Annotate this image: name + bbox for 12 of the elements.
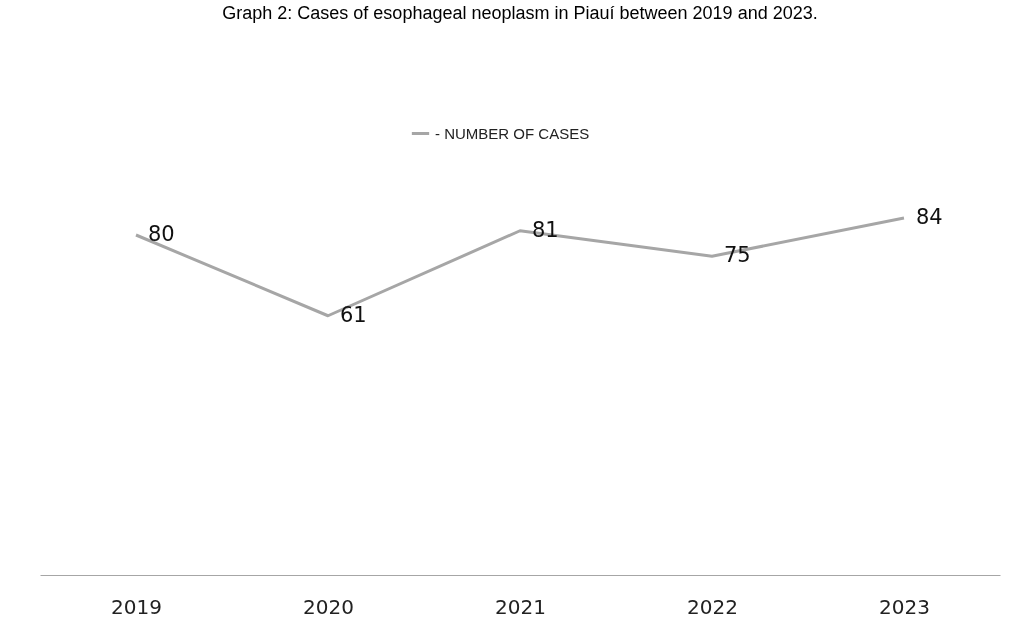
data-label: 75: [724, 243, 751, 268]
data-label: 80: [148, 222, 175, 246]
data-label: 61: [340, 302, 367, 327]
x-tick-label: 2019: [111, 594, 162, 617]
x-tick-label: 2020: [303, 594, 354, 617]
chart-title: Graph 2: Cases of esophageal neoplasm in Piauí between 2019 and 2023.: [222, 3, 818, 23]
data-label: 84: [916, 205, 943, 229]
x-tick-label: 2021: [495, 594, 546, 617]
legend-label: - NUMBER OF CASES: [435, 124, 590, 142]
data-label: 81: [532, 217, 559, 242]
x-tick-label: 2023: [879, 594, 930, 617]
x-tick-label: 2022: [687, 594, 738, 617]
